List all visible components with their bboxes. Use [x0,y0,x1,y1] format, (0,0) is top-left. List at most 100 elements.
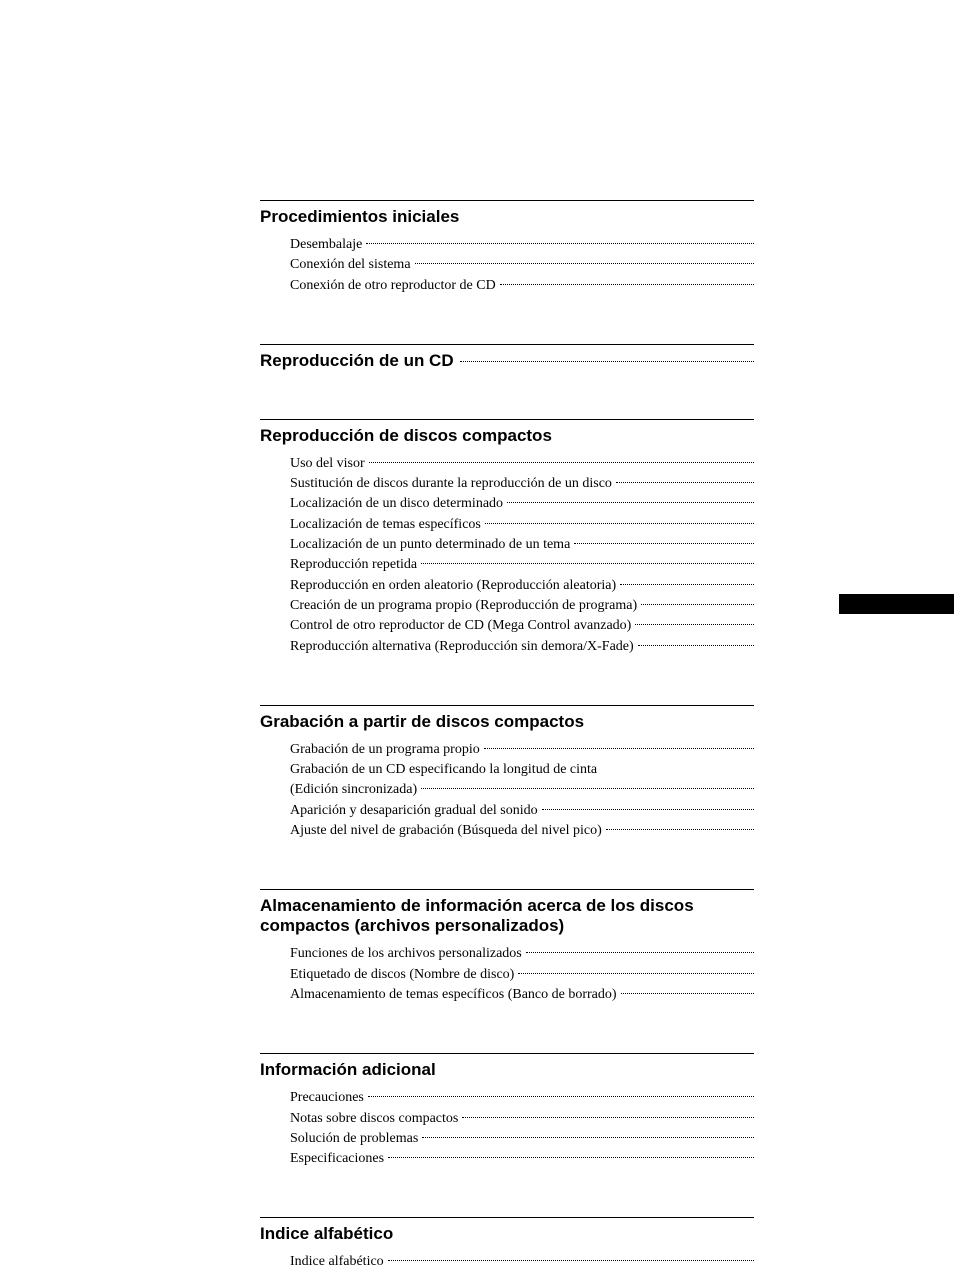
toc-item-label: Precauciones [290,1088,368,1108]
leader-dots [542,809,754,810]
section-title: Información adicional [260,1060,754,1080]
leader-dots [606,829,754,830]
toc-item-label: Etiquetado de discos (Nombre de disco) [290,965,518,985]
leader-dots [635,624,754,625]
toc-item-label: Notas sobre discos compactos [290,1109,462,1129]
toc-list: DesembalajeConexión del sistemaConexión … [260,235,754,296]
toc-section: Almacenamiento de información acerca de … [260,889,754,1005]
toc-item: Etiquetado de discos (Nombre de disco) [290,965,754,985]
leader-dots [507,502,754,503]
toc-item: Localización de temas específicos [290,515,754,535]
leader-dots [460,361,754,362]
toc-item-label: Grabación de un CD especificando la long… [290,760,754,780]
section-divider [260,1217,754,1218]
toc-item-label: Conexión del sistema [290,255,415,275]
toc-item-label: Aparición y desaparición gradual del son… [290,801,542,821]
toc-item: Reproducción alternativa (Reproducción s… [290,637,754,657]
toc-item: Almacenamiento de temas específicos (Ban… [290,985,754,1005]
leader-dots [638,645,754,646]
toc-container: Procedimientos inicialesDesembalajeConex… [260,200,754,1273]
toc-list: Grabación de un programa propioGrabación… [260,740,754,841]
toc-section: Indice alfabético Indice alfabético [260,1217,754,1272]
section-divider [260,419,754,420]
leader-dots [388,1260,754,1261]
side-tab [839,594,954,614]
toc-item: Especificaciones [290,1149,754,1169]
toc-item-label: (Edición sincronizada) [290,780,421,800]
leader-dots [421,563,754,564]
toc-list: Uso del visorSustitución de discos duran… [260,454,754,657]
leader-dots [415,263,754,264]
toc-item-label: Almacenamiento de temas específicos (Ban… [290,985,621,1005]
toc-item-label: Solución de problemas [290,1129,422,1149]
toc-item-label: Localización de un punto determinado de … [290,535,574,555]
section-title: Almacenamiento de información acerca de … [260,896,754,936]
toc-item: Indice alfabético [290,1252,754,1272]
toc-item: Reproducción repetida [290,555,754,575]
toc-item: Conexión de otro reproductor de CD [290,276,754,296]
toc-item: Localización de un disco determinado [290,494,754,514]
toc-item: Funciones de los archivos personalizados [290,944,754,964]
leader-dots [641,604,754,605]
toc-list: Indice alfabético [260,1252,754,1272]
toc-section: Reproducción de un CD [260,344,754,371]
section-divider [260,344,754,345]
section-divider [260,200,754,201]
section-title: Reproducción de discos compactos [260,426,754,446]
leader-dots [574,543,754,544]
leader-dots [616,482,754,483]
toc-item-label: Sustitución de discos durante la reprodu… [290,474,616,494]
toc-item: Desembalaje [290,235,754,255]
section-title: Grabación a partir de discos compactos [260,712,754,732]
toc-item-label: Localización de un disco determinado [290,494,507,514]
toc-section: Reproducción de discos compactos Uso del … [260,419,754,657]
toc-item-label: Uso del visor [290,454,369,474]
toc-item-label: Grabación de un programa propio [290,740,484,760]
toc-item: Grabación de un programa propio [290,740,754,760]
leader-dots [366,243,754,244]
toc-item: Control de otro reproductor de CD (Mega … [290,616,754,636]
section-divider [260,1053,754,1054]
toc-item-label: Indice alfabético [290,1252,388,1272]
leader-dots [621,993,754,994]
toc-list: Funciones de los archivos personalizados… [260,944,754,1005]
section-divider [260,889,754,890]
toc-item-label: Desembalaje [290,235,366,255]
leader-dots [369,462,754,463]
toc-section: Grabación a partir de discos compactos Gr… [260,705,754,841]
toc-item-label: Localización de temas específicos [290,515,485,535]
toc-item-label: Ajuste del nivel de grabación (Búsqueda … [290,821,606,841]
section-title: Indice alfabético [260,1224,754,1244]
leader-dots [485,523,754,524]
toc-item-label: Reproducción repetida [290,555,421,575]
toc-item: Uso del visor [290,454,754,474]
leader-dots [388,1157,754,1158]
leader-dots [518,973,754,974]
leader-dots [421,788,754,789]
toc-item: Solución de problemas [290,1129,754,1149]
toc-item: Notas sobre discos compactos [290,1109,754,1129]
toc-item: Conexión del sistema [290,255,754,275]
toc-item-label: Control de otro reproductor de CD (Mega … [290,616,635,636]
leader-dots [500,284,754,285]
leader-dots [422,1137,754,1138]
leader-dots [526,952,754,953]
toc-item: Localización de un punto determinado de … [290,535,754,555]
toc-item-label: Conexión de otro reproductor de CD [290,276,500,296]
leader-dots [484,748,754,749]
leader-dots [620,584,754,585]
toc-list: PrecaucionesNotas sobre discos compactos… [260,1088,754,1169]
leader-dots [462,1117,754,1118]
toc-item: Creación de un programa propio (Reproduc… [290,596,754,616]
toc-item-label: Funciones de los archivos personalizados [290,944,526,964]
toc-item: Precauciones [290,1088,754,1108]
toc-item-label: Reproducción alternativa (Reproducción s… [290,637,638,657]
toc-item: Aparición y desaparición gradual del son… [290,801,754,821]
toc-item: Reproducción en orden aleatorio (Reprodu… [290,576,754,596]
section-title: Procedimientos iniciales [260,207,754,227]
toc-item-label: Creación de un programa propio (Reproduc… [290,596,641,616]
section-title: Reproducción de un CD [260,351,454,371]
toc-item: Sustitución de discos durante la reprodu… [290,474,754,494]
toc-item: Grabación de un CD especificando la long… [290,760,754,780]
toc-item-label: Especificaciones [290,1149,388,1169]
